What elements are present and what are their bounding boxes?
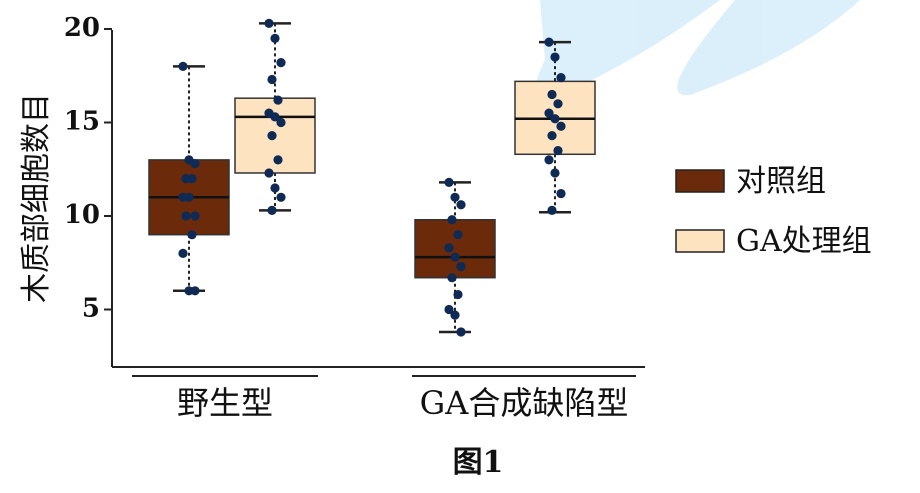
watermark xyxy=(535,0,860,99)
data-point xyxy=(190,286,200,296)
data-point xyxy=(544,108,554,118)
box-control-2 xyxy=(414,177,496,337)
figure-caption: 图1 xyxy=(453,445,504,480)
data-point xyxy=(270,112,280,122)
data-point xyxy=(273,95,283,105)
data-point xyxy=(550,114,560,124)
data-point xyxy=(273,155,283,165)
data-point xyxy=(456,200,466,210)
data-point xyxy=(456,327,466,337)
data-point xyxy=(264,18,274,28)
data-point xyxy=(270,183,280,193)
data-point xyxy=(190,211,200,221)
data-point xyxy=(267,74,277,85)
data-point xyxy=(544,155,554,165)
legend-swatch-control xyxy=(675,169,725,193)
data-point xyxy=(547,130,557,141)
data-point xyxy=(453,230,463,240)
y-tick-label: 20 xyxy=(64,13,100,43)
data-point xyxy=(550,168,560,178)
data-point xyxy=(547,89,557,100)
data-point xyxy=(184,192,194,202)
y-axis-label: 木质部细胞数目 xyxy=(19,93,54,303)
legend-swatch-ga xyxy=(675,229,725,253)
data-point xyxy=(453,289,463,300)
iqr-box xyxy=(414,218,496,279)
data-point xyxy=(444,243,454,253)
data-point xyxy=(447,215,457,225)
y-ticks: 5 10 15 20 xyxy=(64,13,112,324)
data-point xyxy=(550,52,560,62)
legend-label-control: 对照组 xyxy=(736,164,826,199)
data-point xyxy=(270,33,280,43)
data-point xyxy=(276,117,286,128)
y-tick-label: 15 xyxy=(64,107,100,137)
data-point xyxy=(450,192,460,202)
data-point xyxy=(178,248,188,258)
data-point xyxy=(276,58,286,68)
data-point xyxy=(553,145,563,156)
data-point xyxy=(178,61,188,71)
data-point xyxy=(447,273,457,283)
data-point xyxy=(544,37,554,47)
data-point xyxy=(553,99,563,109)
legend: 对照组 GA处理组 xyxy=(675,164,872,259)
data-point xyxy=(450,252,460,262)
data-point xyxy=(556,121,566,131)
data-point xyxy=(556,73,566,83)
data-point xyxy=(187,230,197,240)
data-point xyxy=(264,168,274,178)
data-point xyxy=(190,159,200,169)
data-point xyxy=(444,304,454,315)
group-label-wildtype: 野生型 xyxy=(177,384,273,422)
data-point xyxy=(444,177,454,187)
legend-label-ga: GA处理组 xyxy=(736,224,872,259)
data-point xyxy=(276,192,286,202)
data-point xyxy=(547,205,557,215)
data-point xyxy=(181,211,191,221)
data-point xyxy=(456,261,466,272)
data-point xyxy=(450,310,460,320)
boxes xyxy=(148,18,596,337)
data-point xyxy=(187,174,197,184)
y-tick-label: 10 xyxy=(64,200,100,230)
data-point xyxy=(267,205,277,215)
box-ga-3 xyxy=(514,37,596,215)
group-label-mutant: GA合成缺陷型 xyxy=(420,384,629,422)
y-tick-label: 5 xyxy=(82,294,100,324)
data-point xyxy=(556,188,566,199)
box-ga-1 xyxy=(234,18,316,215)
data-point xyxy=(267,130,277,141)
box-control-0 xyxy=(148,61,230,296)
